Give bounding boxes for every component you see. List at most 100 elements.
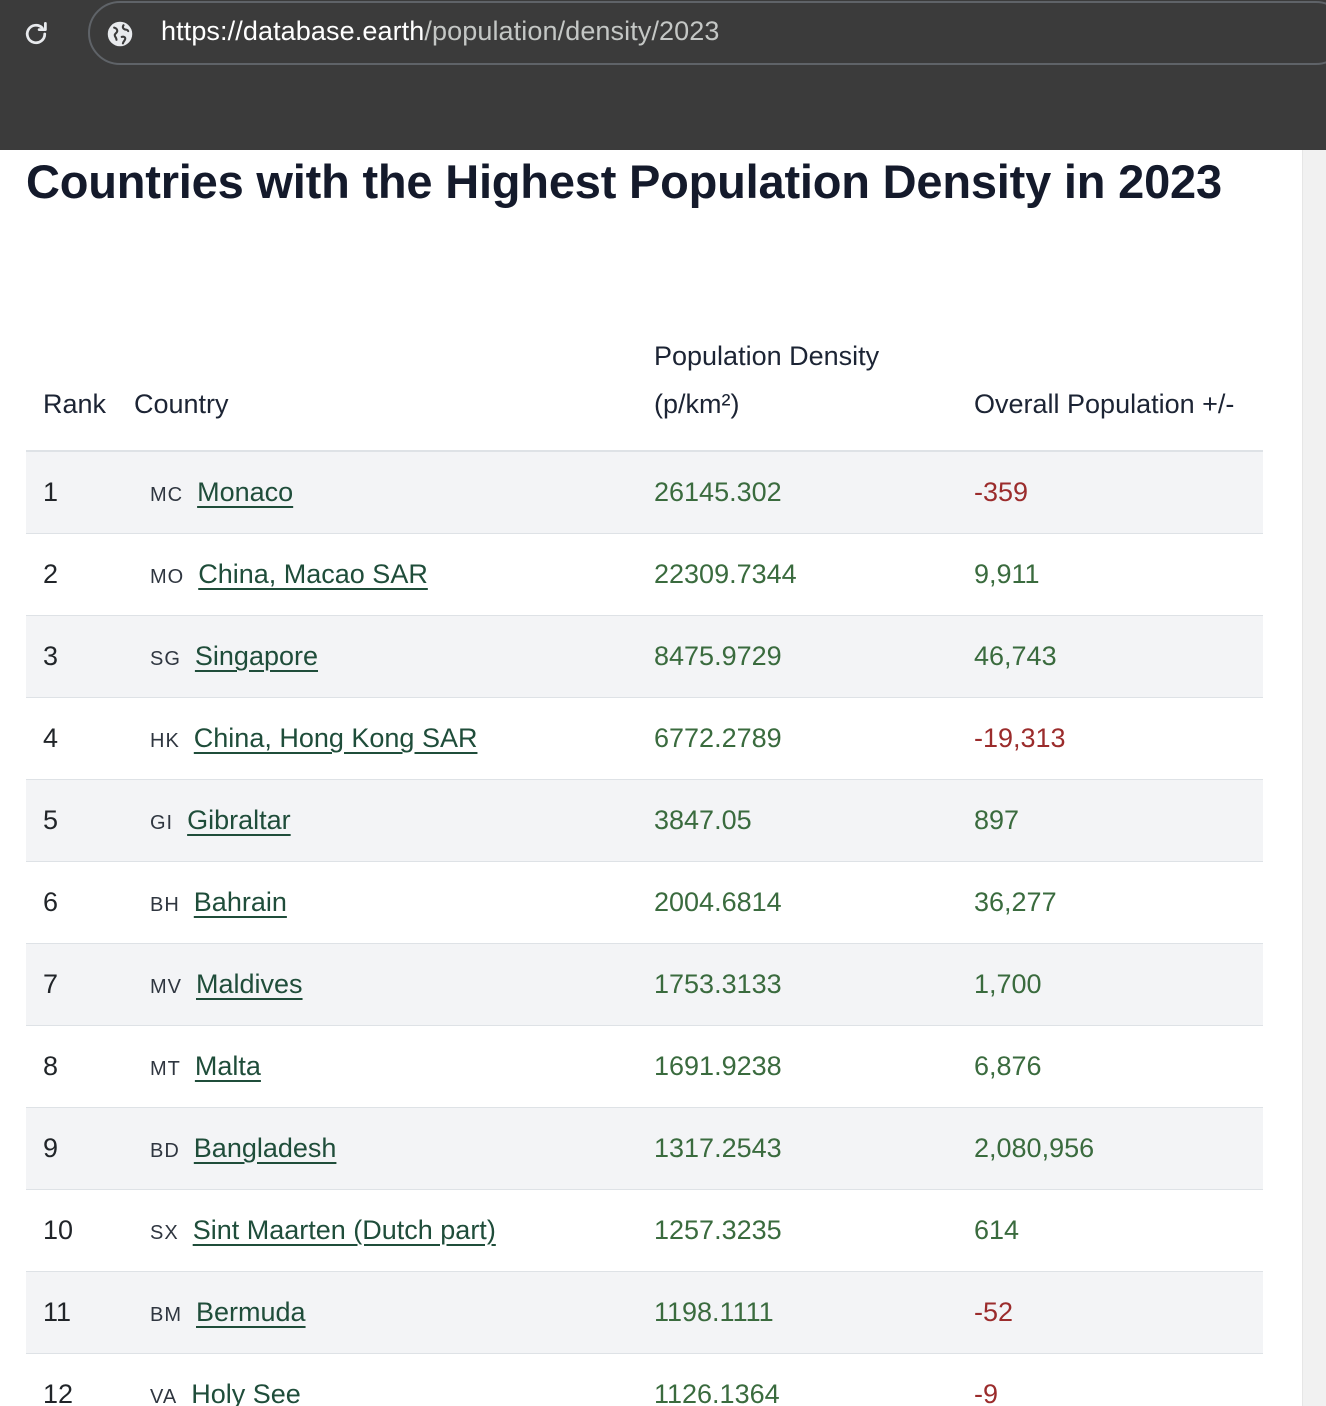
country-cell: HK China, Hong Kong SAR xyxy=(134,697,654,780)
country-cell: GI Gibraltar xyxy=(134,779,654,862)
rank-cell: 2 xyxy=(26,533,134,616)
rank-cell: 8 xyxy=(26,1025,134,1108)
country-link[interactable]: Holy See xyxy=(191,1379,301,1406)
country-cell: MT Malta xyxy=(134,1025,654,1108)
country-code: VA xyxy=(150,1386,178,1406)
country-link[interactable]: Sint Maarten (Dutch part) xyxy=(192,1215,496,1245)
country-link[interactable]: China, Macao SAR xyxy=(198,559,428,589)
country-link[interactable]: Maldives xyxy=(196,969,303,999)
rank-cell: 10 xyxy=(26,1189,134,1272)
header-density-line2: (p/km²) xyxy=(654,389,740,419)
country-code: GI xyxy=(150,812,174,834)
url-host: https://database.earth xyxy=(161,16,425,46)
density-cell: 1198.1111 xyxy=(654,1271,974,1354)
density-cell: 2004.6814 xyxy=(654,861,974,944)
country-link[interactable]: Bangladesh xyxy=(193,1133,337,1163)
country-cell: SX Sint Maarten (Dutch part) xyxy=(134,1189,654,1272)
header-population-change: Overall Population +/- xyxy=(974,310,1263,452)
page-scrollbar[interactable] xyxy=(1302,150,1326,1406)
population-change-cell: -19,313 xyxy=(974,697,1263,780)
page-content: Countries with the Highest Population De… xyxy=(0,150,1302,1406)
density-cell: 8475.9729 xyxy=(654,615,974,698)
density-cell: 22309.7344 xyxy=(654,533,974,616)
country-code: MC xyxy=(150,484,184,506)
density-cell: 1126.1364 xyxy=(654,1353,974,1406)
header-country: Country xyxy=(134,310,654,452)
table-row: 6 BH Bahrain 2004.6814 36,277 xyxy=(26,861,1263,944)
country-link[interactable]: Bahrain xyxy=(193,887,287,917)
address-bar[interactable] xyxy=(88,1,1326,65)
population-change-cell: 9,911 xyxy=(974,533,1263,616)
population-change-cell: 897 xyxy=(974,779,1263,862)
table-row: 5 GI Gibraltar 3847.05 897 xyxy=(26,779,1263,862)
density-cell: 6772.2789 xyxy=(654,697,974,780)
country-code: BH xyxy=(150,894,180,916)
browser-chrome: https://database.earth/population/densit… xyxy=(0,0,1326,150)
table-row: 12 VA Holy See 1126.1364 -9 xyxy=(26,1353,1263,1406)
country-cell: SG Singapore xyxy=(134,615,654,698)
country-code: BD xyxy=(150,1140,180,1162)
population-change-cell: 36,277 xyxy=(974,861,1263,944)
country-cell: MC Monaco xyxy=(134,451,654,534)
url-path: /population/density/2023 xyxy=(424,16,720,46)
rank-cell: 9 xyxy=(26,1107,134,1190)
table-row: 1 MC Monaco 26145.302 -359 xyxy=(26,451,1263,534)
table-row: 4 HK China, Hong Kong SAR 6772.2789 -19,313 xyxy=(26,697,1263,780)
population-change-cell: -9 xyxy=(974,1353,1263,1406)
country-link[interactable]: Gibraltar xyxy=(187,805,291,835)
table-row: 3 SG Singapore 8475.9729 46,743 xyxy=(26,615,1263,698)
header-rank: Rank xyxy=(26,310,134,452)
density-cell: 3847.05 xyxy=(654,779,974,862)
country-link[interactable]: Malta xyxy=(194,1051,261,1081)
country-cell: MO China, Macao SAR xyxy=(134,533,654,616)
population-change-cell: 2,080,956 xyxy=(974,1107,1263,1190)
population-change-cell: 6,876 xyxy=(974,1025,1263,1108)
population-change-cell: -359 xyxy=(974,451,1263,534)
header-density-line1: Population Density xyxy=(654,341,880,371)
country-code: MV xyxy=(150,976,182,998)
header-density: Population Density (p/km²) xyxy=(654,310,974,452)
table-row: 11 BM Bermuda 1198.1111 -52 xyxy=(26,1271,1263,1354)
density-cell: 26145.302 xyxy=(654,451,974,534)
country-code: MT xyxy=(150,1058,181,1080)
rank-cell: 12 xyxy=(26,1353,134,1406)
country-code: SX xyxy=(150,1222,179,1244)
table-row: 10 SX Sint Maarten (Dutch part) 1257.3235 61… xyxy=(26,1189,1263,1272)
rank-cell: 1 xyxy=(26,451,134,534)
url-text[interactable]: https://database.earth/population/densit… xyxy=(161,16,720,47)
country-link[interactable]: Monaco xyxy=(197,477,294,507)
density-table: Rank Country Population Density (p/km²) O… xyxy=(26,310,1263,1406)
country-link[interactable]: China, Hong Kong SAR xyxy=(193,723,478,753)
country-cell: BD Bangladesh xyxy=(134,1107,654,1190)
rank-cell: 6 xyxy=(26,861,134,944)
table-row: 2 MO China, Macao SAR 22309.7344 9,911 xyxy=(26,533,1263,616)
density-cell: 1257.3235 xyxy=(654,1189,974,1272)
density-cell: 1753.3133 xyxy=(654,943,974,1026)
country-code: MO xyxy=(150,566,185,588)
table-row: 8 MT Malta 1691.9238 6,876 xyxy=(26,1025,1263,1108)
country-link[interactable]: Singapore xyxy=(194,641,319,671)
rank-cell: 4 xyxy=(26,697,134,780)
country-code: HK xyxy=(150,730,180,752)
rank-cell: 11 xyxy=(26,1271,134,1354)
country-code: BM xyxy=(150,1304,182,1326)
rank-cell: 7 xyxy=(26,943,134,1026)
country-cell: BH Bahrain xyxy=(134,861,654,944)
country-cell: BM Bermuda xyxy=(134,1271,654,1354)
site-info-icon[interactable] xyxy=(106,20,134,48)
reload-icon[interactable] xyxy=(20,18,52,50)
country-code: SG xyxy=(150,648,181,670)
population-change-cell: 1,700 xyxy=(974,943,1263,1026)
country-link[interactable]: Bermuda xyxy=(196,1297,306,1327)
country-cell: VA Holy See xyxy=(134,1353,654,1406)
table-row: 9 BD Bangladesh 1317.2543 2,080,956 xyxy=(26,1107,1263,1190)
table-header-row: Rank Country Population Density (p/km²) O… xyxy=(26,310,1263,452)
density-cell: 1691.9238 xyxy=(654,1025,974,1108)
population-change-cell: -52 xyxy=(974,1271,1263,1354)
density-cell: 1317.2543 xyxy=(654,1107,974,1190)
rank-cell: 3 xyxy=(26,615,134,698)
population-change-cell: 614 xyxy=(974,1189,1263,1272)
table-row: 7 MV Maldives 1753.3133 1,700 xyxy=(26,943,1263,1026)
rank-cell: 5 xyxy=(26,779,134,862)
country-cell: MV Maldives xyxy=(134,943,654,1026)
